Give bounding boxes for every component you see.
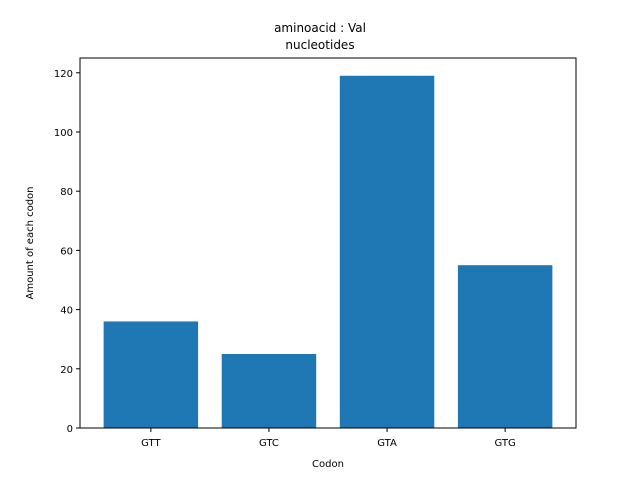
y-tick-label-120: 120 — [54, 69, 73, 80]
bar-gtt — [103, 321, 199, 428]
chart-title-line2: nucleotides — [285, 38, 354, 52]
y-tick-label-40: 40 — [60, 306, 73, 317]
y-axis: 0 20 40 60 80 100 120 — [54, 69, 80, 435]
y-tick-label-20: 20 — [60, 365, 73, 376]
x-axis-label: Codon — [312, 459, 344, 470]
x-tick-label-gta: GTA — [377, 438, 397, 449]
x-tick-label-gtg: GTG — [495, 438, 516, 449]
chart-title-line1: aminoacid : Val — [274, 21, 366, 35]
bar-gtg — [457, 265, 553, 428]
x-tick-label-gtt: GTT — [141, 438, 161, 449]
y-tick-label-60: 60 — [60, 246, 73, 257]
y-tick-label-80: 80 — [60, 187, 73, 198]
y-tick-label-100: 100 — [54, 128, 73, 139]
bar-gta — [339, 75, 435, 428]
y-axis-label: Amount of each codon — [25, 186, 36, 299]
bar-gtc — [221, 354, 317, 428]
y-tick-label-0: 0 — [67, 424, 73, 435]
x-tick-label-gtc: GTC — [259, 438, 279, 449]
plot-frame — [79, 57, 577, 429]
x-axis: GTT GTC GTA GTG — [141, 428, 516, 449]
bars-group — [103, 75, 553, 428]
